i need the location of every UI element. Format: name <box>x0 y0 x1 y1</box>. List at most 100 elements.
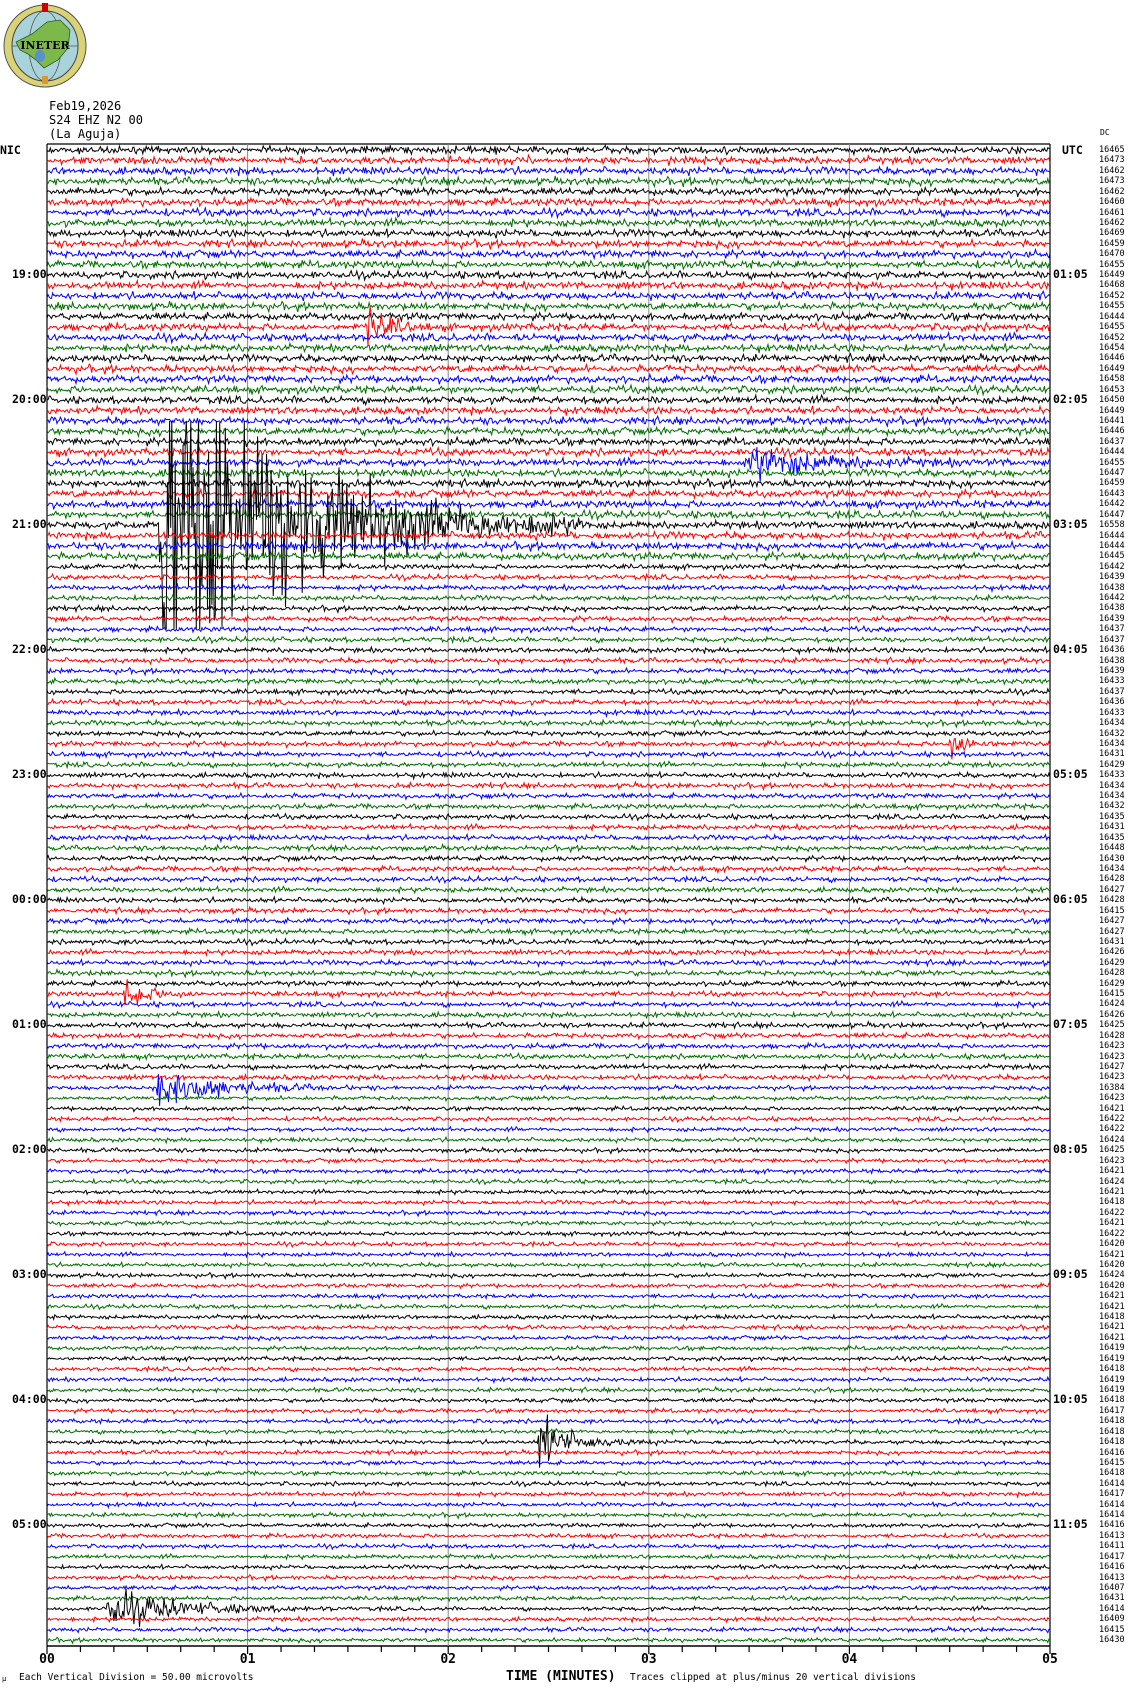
seismic-trace <box>46 885 1051 895</box>
row-value: 16439 <box>1099 572 1125 583</box>
seismic-trace <box>46 1510 1051 1520</box>
seismic-trace <box>46 1354 1051 1363</box>
row-value: 16415 <box>1099 1624 1125 1635</box>
row-value: 16418 <box>1099 1468 1125 1479</box>
row-value: 16438 <box>1099 582 1125 593</box>
row-value: 16442 <box>1099 499 1125 510</box>
seismic-trace <box>46 1271 1051 1280</box>
seismic-trace <box>46 1479 1051 1488</box>
seismic-trace <box>46 1414 1051 1468</box>
ineter-logo: INETER <box>2 2 88 92</box>
seismic-trace <box>46 258 1051 271</box>
seismic-trace <box>46 1365 1051 1374</box>
seismic-trace <box>46 165 1051 177</box>
right-hour-label: 10:05 <box>1053 1392 1088 1407</box>
seismic-trace <box>46 770 1051 781</box>
seismic-trace <box>46 1260 1051 1270</box>
seismic-trace <box>46 1156 1051 1165</box>
row-value: 16413 <box>1099 1572 1125 1583</box>
right-hour-label: 02:05 <box>1053 392 1088 407</box>
row-value: 16420 <box>1099 1280 1125 1291</box>
row-value: 16428 <box>1099 968 1125 979</box>
seismic-trace <box>46 1198 1051 1207</box>
seismic-trace <box>46 947 1051 958</box>
seismic-trace <box>46 1094 1051 1103</box>
row-value: 16423 <box>1099 1072 1125 1083</box>
local-zone-label: NIC <box>0 143 21 157</box>
row-value: 16436 <box>1099 697 1125 708</box>
seismic-trace <box>46 614 1051 624</box>
seismic-trace <box>46 1417 1051 1426</box>
seismic-trace <box>46 227 1051 240</box>
row-value: 16424 <box>1099 1134 1125 1145</box>
seismic-trace <box>46 550 1051 563</box>
seismic-trace <box>46 926 1051 937</box>
row-value: 16416 <box>1099 1447 1125 1458</box>
row-value: 16438 <box>1099 655 1125 666</box>
seismic-trace <box>46 1427 1051 1436</box>
row-value: 16444 <box>1099 540 1125 551</box>
row-value: 16447 <box>1099 468 1125 479</box>
seismic-trace <box>46 624 1051 635</box>
row-value: 16414 <box>1099 1478 1125 1489</box>
seismic-trace <box>46 1292 1051 1301</box>
row-value: 16421 <box>1099 1187 1125 1197</box>
location-label: (La Aguja) <box>49 127 122 141</box>
row-value: 16449 <box>1099 363 1125 374</box>
seismic-trace <box>46 895 1051 906</box>
seismic-trace <box>46 979 1051 1006</box>
row-value: 16435 <box>1099 811 1125 822</box>
seismic-trace <box>46 603 1051 614</box>
row-value: 16455 <box>1099 301 1125 312</box>
seismic-trace <box>46 1302 1051 1311</box>
left-hour-label: 02:00 <box>12 1142 47 1157</box>
seismic-trace <box>46 1062 1051 1072</box>
x-tick-label: 03 <box>640 1652 657 1667</box>
row-value: 16427 <box>1099 926 1125 937</box>
row-value: 16427 <box>1099 1061 1125 1072</box>
seismic-trace <box>46 1344 1051 1353</box>
seismic-trace <box>47 1625 1051 1634</box>
right-hour-label: 04:05 <box>1053 642 1088 657</box>
seismic-trace <box>46 937 1050 947</box>
row-value: 16434 <box>1099 863 1125 874</box>
row-value: 16437 <box>1099 634 1125 645</box>
row-value: 16435 <box>1099 832 1125 843</box>
seismic-trace <box>46 1052 1051 1062</box>
right-hour-label: 05:05 <box>1053 767 1088 782</box>
seismic-trace <box>46 905 1051 917</box>
row-value: 16418 <box>1099 1364 1125 1375</box>
seismic-trace <box>46 1406 1051 1416</box>
seismic-trace <box>46 967 1051 979</box>
seismic-trace <box>46 1074 1051 1107</box>
row-value: 16422 <box>1099 1228 1125 1239</box>
row-value: 16442 <box>1099 561 1125 572</box>
row-value: 16437 <box>1099 624 1125 635</box>
row-value: 16419 <box>1099 1343 1125 1354</box>
right-hour-label: 09:05 <box>1053 1267 1088 1282</box>
row-value: 16432 <box>1099 801 1125 812</box>
seismic-trace <box>46 1177 1051 1186</box>
row-value: 16427 <box>1099 916 1125 927</box>
left-hour-label: 21:00 <box>12 517 47 532</box>
seismic-trace <box>46 362 1051 376</box>
seismic-trace <box>46 1521 1051 1530</box>
row-value: 16431 <box>1099 749 1125 760</box>
row-value: 16422 <box>1099 1114 1125 1125</box>
seismic-trace <box>46 289 1051 302</box>
seismic-trace <box>46 1459 1051 1467</box>
row-value: 16454 <box>1099 342 1125 353</box>
seismic-trace <box>46 153 1051 167</box>
seismic-trace <box>46 1104 1051 1113</box>
seismic-trace <box>46 1125 1051 1134</box>
seismic-trace <box>46 383 1051 397</box>
row-value: 16452 <box>1099 332 1125 343</box>
seismic-trace <box>46 393 1051 407</box>
row-value: 16458 <box>1099 374 1125 385</box>
row-value: 16431 <box>1099 1593 1125 1604</box>
seismic-trace <box>46 864 1051 875</box>
seismic-trace <box>46 1031 1051 1041</box>
seismic-trace <box>46 874 1051 885</box>
seismic-trace <box>46 655 1051 666</box>
